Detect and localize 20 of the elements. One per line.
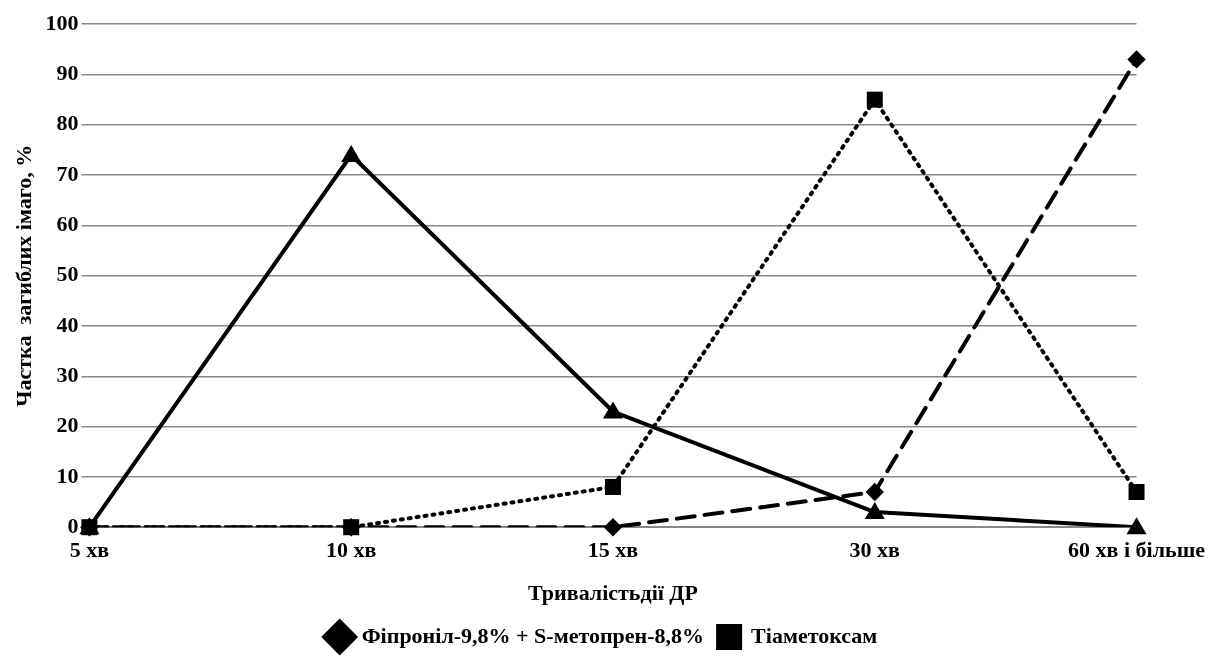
y-tick-label: 40 [56, 311, 79, 337]
legend-label: Фіпроніл-9,8% + S-метопрен-8,8% [361, 622, 705, 648]
x-tick-label: 15 хв [587, 537, 639, 563]
y-tick-label: 70 [56, 160, 79, 186]
y-tick-label: 100 [45, 9, 79, 35]
x-tick-label: 60 хв і більше [1068, 537, 1206, 563]
y-tick-label: 0 [67, 512, 79, 538]
y-tick-label: 20 [56, 412, 79, 438]
y-tick-label: 90 [56, 60, 79, 86]
x-axis-title: Тривалістьдії ДР [528, 580, 698, 606]
y-tick-label: 50 [56, 261, 79, 287]
y-tick-label: 60 [56, 211, 79, 237]
x-tick-label: 30 хв [849, 537, 901, 563]
y-tick-label: 10 [56, 462, 79, 488]
x-tick-label: 10 хв [325, 537, 377, 563]
y-tick-label: 30 [56, 361, 79, 387]
y-tick-label: 80 [56, 110, 79, 136]
y-axis-title: Частка загиблих імаго, % [10, 144, 36, 407]
x-tick-label: 5 хв [69, 537, 110, 563]
legend-label: Тіаметоксам [751, 622, 878, 648]
